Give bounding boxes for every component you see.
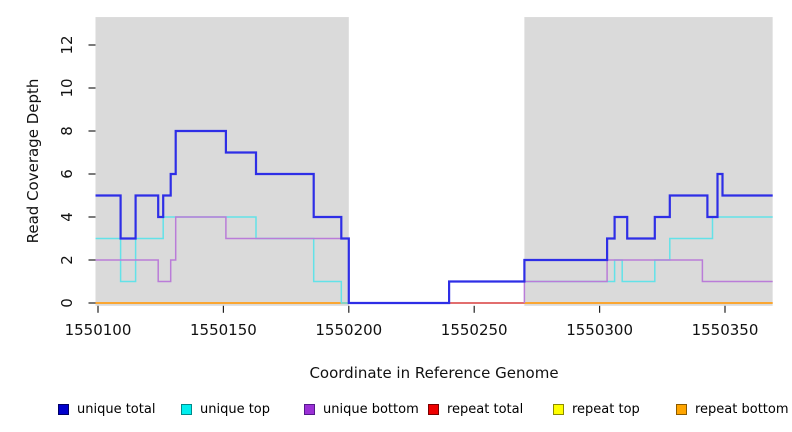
legend-swatch-icon: [553, 403, 564, 415]
y-tick-label: 10: [58, 78, 76, 97]
legend-label: unique bottom: [323, 401, 419, 417]
legend-item-unique-top: unique top: [181, 401, 270, 417]
legend-swatch-icon: [181, 403, 192, 415]
legend-item-unique-total: unique total: [58, 401, 155, 417]
y-tick-label: 4: [58, 212, 76, 222]
legend-label: repeat top: [572, 401, 640, 417]
x-tick-label: 1550150: [190, 321, 257, 339]
x-tick-label: 1550100: [65, 321, 132, 339]
repeat-region-shading: [95, 17, 349, 306]
y-tick-label: 12: [58, 35, 76, 54]
x-tick-label: 1550350: [692, 321, 759, 339]
repeat-region-shading: [524, 17, 773, 306]
y-tick-label: 6: [58, 169, 76, 179]
legend-item-repeat-top: repeat top: [553, 401, 640, 417]
legend-label: unique total: [77, 401, 156, 417]
x-tick-label: 1550300: [566, 321, 633, 339]
legend-item-repeat-bottom: repeat bottom: [676, 401, 789, 417]
y-axis-title: Read Coverage Depth: [24, 78, 42, 244]
legend-label: unique top: [200, 401, 271, 417]
legend-swatch-icon: [58, 403, 69, 415]
legend-swatch-icon: [304, 403, 315, 415]
legend-swatch-icon: [428, 403, 439, 415]
y-tick-label: 2: [58, 255, 76, 265]
series-line-unique-total: [95, 129, 773, 305]
y-tick-label: 8: [58, 126, 76, 136]
legend-swatch-icon: [676, 403, 687, 415]
legend-label: repeat total: [447, 401, 524, 417]
x-tick-label: 1550200: [315, 321, 382, 339]
x-axis-title: Coordinate in Reference Genome: [309, 364, 559, 382]
legend-label: repeat bottom: [695, 401, 789, 417]
y-tick-label: 0: [58, 298, 76, 308]
x-tick-label: 1550250: [441, 321, 508, 339]
legend-item-repeat-total: repeat total: [428, 401, 523, 417]
legend-item-unique-bottom: unique bottom: [304, 401, 419, 417]
